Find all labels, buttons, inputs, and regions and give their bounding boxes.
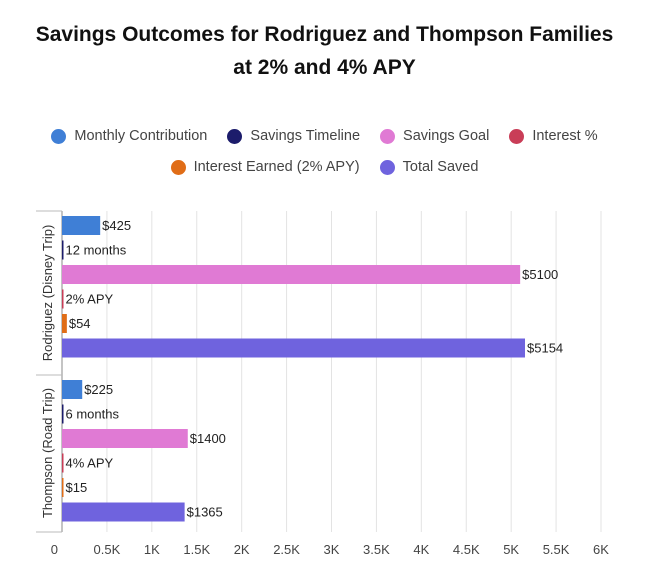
bar (62, 216, 101, 235)
legend-swatch-icon (380, 129, 396, 144)
bar (62, 404, 64, 424)
legend-item-interest-percent[interactable]: Interest % (509, 123, 598, 150)
chart-title-line-1: Savings Outcomes for Rodriguez and Thomp… (35, 23, 614, 46)
category-label: Rodriguez (Disney Trip) (40, 225, 55, 362)
bar (62, 478, 64, 497)
legend-item-total-saved[interactable]: Total Saved (379, 154, 479, 181)
bar (62, 502, 185, 522)
data-label: 12 months (66, 243, 127, 258)
x-tick-label: 5.5K (543, 542, 570, 557)
bar (62, 289, 64, 309)
bar (62, 338, 526, 358)
x-tick-label: 2K (234, 542, 250, 557)
legend-item-monthly-contribution[interactable]: Monthly Contribution (51, 123, 207, 150)
category-label: Thompson (Road Trip) (40, 388, 55, 518)
bar (62, 429, 188, 448)
data-label: $5154 (527, 341, 563, 356)
legend-swatch-icon (227, 129, 243, 144)
data-label: $225 (84, 382, 113, 397)
data-label: 6 months (66, 407, 120, 422)
legend-label: Total Saved (402, 159, 479, 175)
data-label: $425 (102, 218, 131, 233)
x-tick-label: 2.5K (273, 542, 300, 557)
x-tick-label: 4K (413, 542, 429, 557)
data-label: $15 (66, 480, 88, 495)
x-tick-label: 3K (324, 542, 340, 557)
x-tick-label: 0.5K (94, 542, 121, 557)
bar (62, 314, 67, 333)
x-tick-label: 0 (51, 542, 58, 557)
chart-legend: Monthly Contribution Savings Timeline Sa… (20, 123, 629, 185)
chart-title: Savings Outcomes for Rodriguez and Thomp… (0, 18, 649, 84)
chart-title-line-2: at 2% and 4% APY (233, 56, 416, 79)
data-label: $5100 (522, 267, 558, 282)
x-tick-label: 5K (503, 542, 519, 557)
x-tick-label: 4.5K (453, 542, 480, 557)
legend-label: Interest Earned (2% APY) (193, 159, 360, 175)
legend-swatch-icon (379, 160, 395, 175)
legend-item-savings-timeline[interactable]: Savings Timeline (227, 123, 360, 150)
x-tick-label: 1K (144, 542, 160, 557)
legend-label: Savings Goal (403, 128, 490, 144)
legend-label: Savings Timeline (250, 128, 361, 144)
bar (62, 240, 64, 260)
data-label: $54 (69, 316, 91, 331)
x-tick-label: 1.5K (183, 542, 210, 557)
bar (62, 453, 64, 473)
legend-label: Interest % (532, 128, 598, 144)
x-tick-label: 6K (593, 542, 609, 557)
data-label: $1365 (187, 505, 223, 520)
bar (62, 380, 83, 399)
legend-swatch-icon (51, 129, 67, 144)
data-label: $1400 (190, 431, 226, 446)
legend-swatch-icon (170, 160, 186, 175)
data-label: 4% APY (66, 456, 114, 471)
legend-swatch-icon (509, 129, 525, 144)
legend-label: Monthly Contribution (74, 128, 208, 144)
legend-item-interest-earned[interactable]: Interest Earned (2% APY) (170, 154, 360, 181)
legend-item-savings-goal[interactable]: Savings Goal (380, 123, 489, 150)
data-label: 2% APY (66, 292, 114, 307)
bar (62, 265, 521, 284)
x-tick-label: 3.5K (363, 542, 390, 557)
